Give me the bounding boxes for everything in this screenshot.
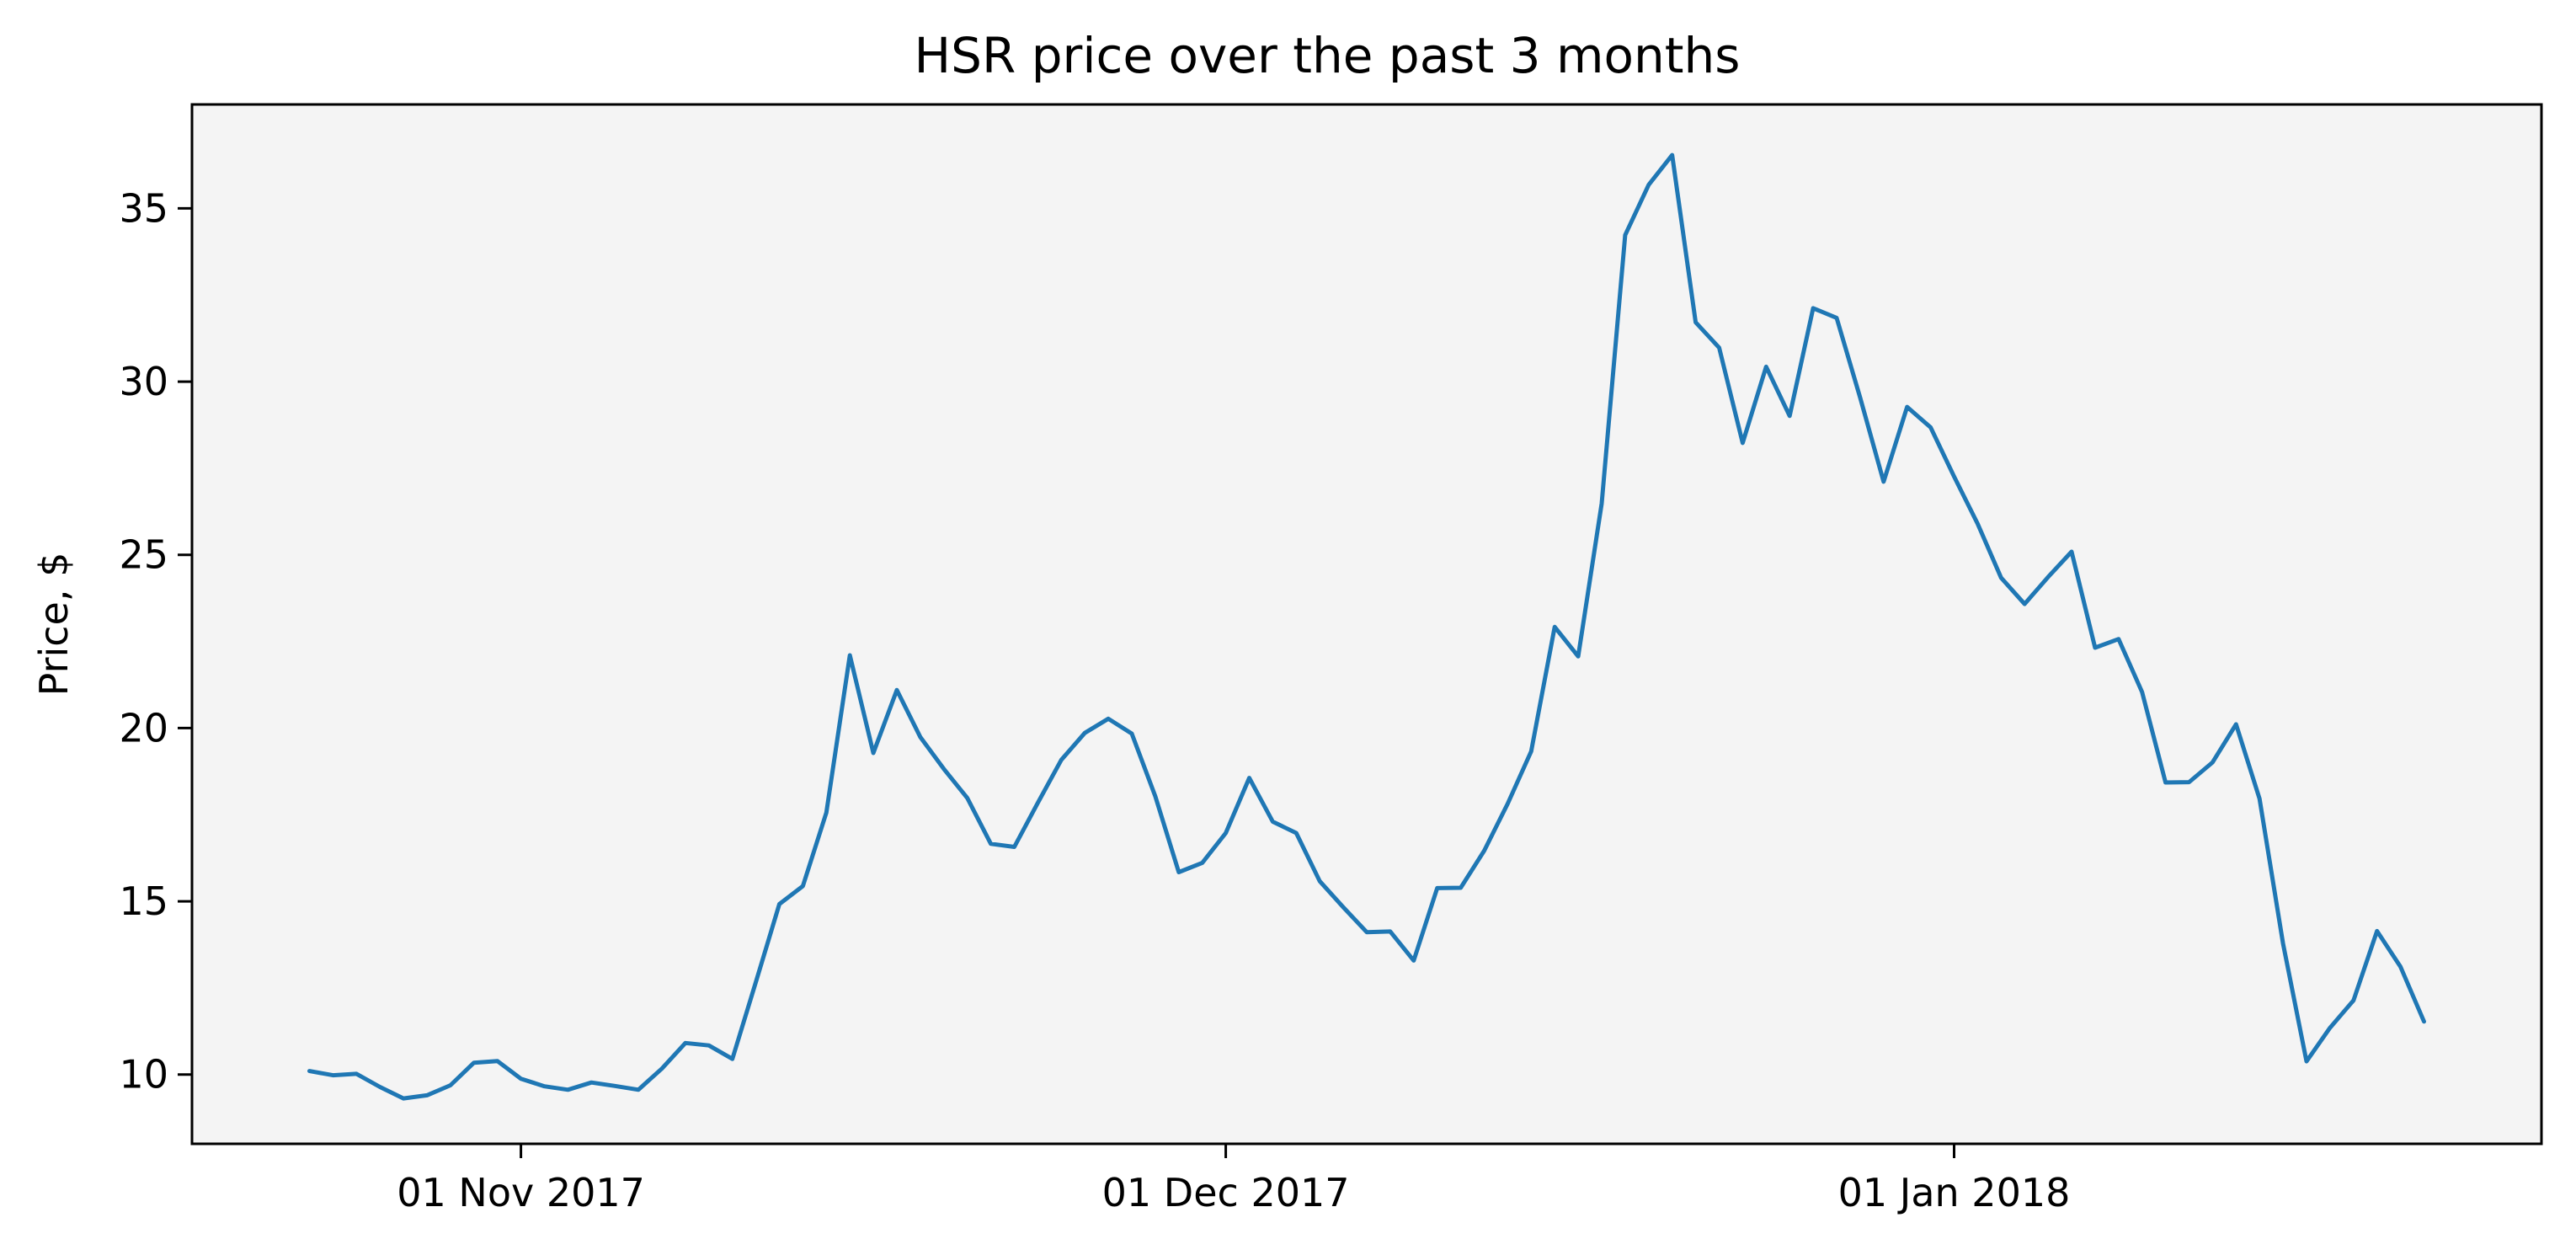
y-axis: 10 15 20 25 30 35 [119,185,192,1097]
y-tick-label: 15 [119,878,168,924]
y-tick-label: 35 [119,185,168,231]
y-tick-label: 25 [119,532,168,578]
series-line [307,152,2426,1101]
y-tick-label: 20 [119,705,168,750]
series-lines [307,152,2426,1101]
x-tick-label: 01 Nov 2017 [397,1170,645,1215]
x-axis: 01 Nov 2017 01 Dec 2017 01 Jan 2018 [397,1144,2070,1215]
chart-title: HSR price over the past 3 months [915,27,1741,84]
x-tick-label: 01 Jan 2018 [1838,1170,2071,1215]
y-tick-label: 30 [119,359,168,404]
x-tick-label: 01 Dec 2017 [1102,1170,1350,1215]
plot-area [192,104,2541,1144]
y-axis-label: Price, $ [31,553,77,697]
y-tick-label: 10 [119,1052,168,1097]
plot-frame [190,103,2543,1146]
